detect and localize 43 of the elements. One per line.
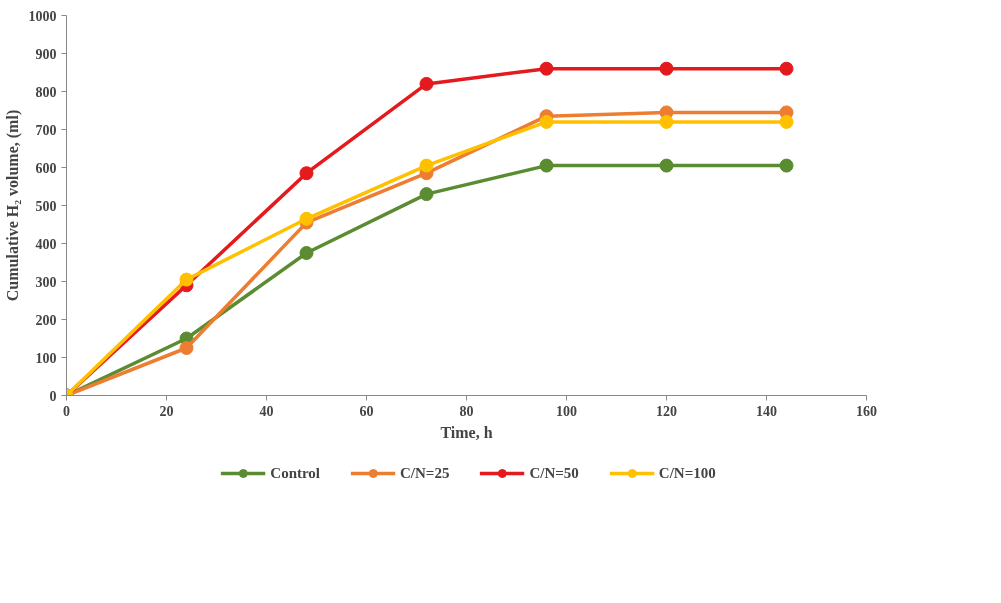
- point: [419, 158, 434, 173]
- point: [419, 76, 434, 91]
- point: [779, 158, 794, 173]
- x-axis-title: Time, h: [440, 423, 493, 441]
- legend-label: C/N=100: [658, 464, 716, 482]
- point: [419, 187, 434, 202]
- point: [659, 158, 674, 173]
- y-tick-label: 400: [35, 236, 57, 252]
- y-axis-title: Cumulative H₂ volume, (ml): [3, 109, 22, 302]
- point: [299, 211, 314, 226]
- y-tick-label: 100: [35, 350, 57, 366]
- y-tick-label: 200: [35, 312, 57, 328]
- y-tick-label: 500: [35, 198, 57, 214]
- x-tick-label: 160: [856, 403, 877, 419]
- point: [539, 158, 554, 173]
- x-tick-label: 20: [159, 403, 174, 419]
- y-tick-label: 700: [35, 122, 57, 138]
- point: [539, 114, 554, 129]
- y-tick-label: 300: [35, 274, 57, 290]
- y-tick-label: 900: [35, 46, 57, 62]
- y-tick-label: 800: [35, 84, 57, 100]
- point: [659, 114, 674, 129]
- legend-label: Control: [270, 464, 321, 482]
- y-tick-label: 600: [35, 160, 57, 176]
- x-tick-label: 40: [259, 403, 274, 419]
- legend-label: C/N=50: [529, 464, 579, 482]
- point: [179, 272, 194, 287]
- x-tick-label: 120: [656, 403, 677, 419]
- x-tick-label: 60: [359, 403, 374, 419]
- point: [179, 341, 194, 355]
- x-tick-label: 80: [459, 403, 474, 419]
- point: [659, 61, 674, 76]
- y-tick-label: 0: [49, 388, 57, 404]
- point: [299, 166, 314, 181]
- y-tick-label: 1000: [28, 8, 57, 24]
- point: [779, 61, 794, 76]
- x-tick-label: 140: [756, 403, 777, 419]
- x-tick-label: 100: [556, 403, 577, 419]
- point: [779, 114, 794, 129]
- point: [299, 246, 314, 260]
- legend-label: C/N=25: [400, 464, 450, 482]
- point: [539, 61, 554, 76]
- x-tick-label: 0: [63, 403, 70, 419]
